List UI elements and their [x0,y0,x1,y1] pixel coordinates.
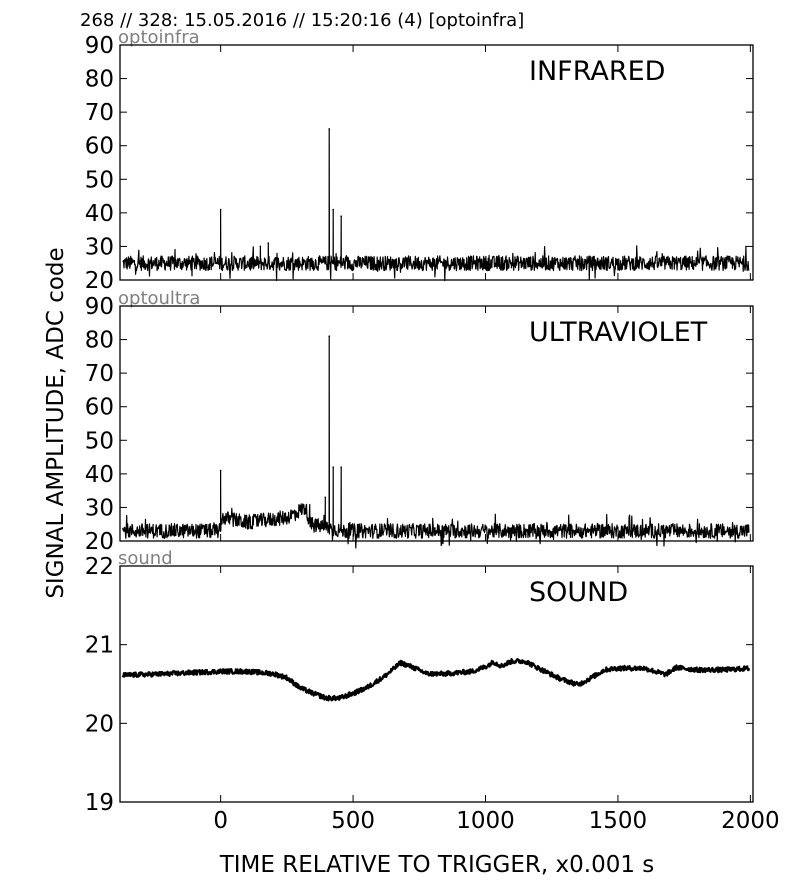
y-tick-label: 20 [85,268,114,294]
panel-optoinfra: optoinfra 20 30 40 50 60 70 80 90 INFRARED [85,27,754,294]
y-tick-label: 30 [85,495,114,521]
spike-peak-4 [340,466,342,468]
spike-peak-2 [267,242,270,244]
y-tick-label: 40 [85,462,114,488]
y-tick-label: 30 [85,234,114,260]
plot-frame [119,44,754,281]
spike-peak-5 [340,215,342,218]
panel-optoultra: optoultra 20 30 40 50 60 70 80 90 ULTRAVIOLET [85,288,754,555]
plot-frame [119,305,754,542]
y-tick-label: 22 [85,554,114,580]
y-tick-label: 50 [85,428,114,454]
y-tick-label: 60 [85,395,114,421]
y-tick-label: 70 [85,100,114,126]
y-tick-label: 20 [85,529,114,555]
x-tick-label: 500 [331,808,375,834]
channel-label: optoinfra [118,27,200,48]
y-tick-label: 40 [85,201,114,227]
spike-peak-1 [324,496,327,499]
x-tick-label: 1500 [589,808,648,834]
spike-peak-3 [328,128,331,130]
spike-peak-1 [259,245,262,248]
spike-peak-0 [219,469,222,472]
channel-label: optoultra [118,288,200,309]
x-tick-label: 0 [213,808,228,834]
series-line-sound [121,658,751,702]
y-tick-label: 19 [85,790,114,816]
figure-header: 268 // 328: 15.05.2016 // 15:20:16 (4) [… [80,10,524,31]
x-tick-label: 2000 [721,808,780,834]
y-tick-label: 60 [85,134,114,160]
y-tick-label: 90 [85,33,114,59]
x-axis-label: TIME RELATIVE TO TRIGGER, x0.001 s [219,852,655,878]
panel-title: INFRARED [529,56,665,87]
panel-title: ULTRAVIOLET [529,317,708,348]
series-line-optoultra [122,335,750,549]
y-tick-label: 80 [85,67,114,93]
series-line-optoinfra [122,128,750,282]
y-axis-label: SIGNAL AMPLITUDE, ADC code [43,247,69,598]
spike-peak-0 [219,208,222,211]
spike-peak-3 [332,466,335,468]
spike-peak-2 [328,335,331,338]
channel-label: sound [118,548,173,569]
y-tick-label: 90 [85,294,114,320]
spike-peak-4 [332,208,335,211]
y-tick-label: 21 [85,633,114,659]
panel-sound: sound 19 20 21 22 SOUND 0 500 1000 1500 2000 [85,548,780,834]
panel-title: SOUND [529,577,628,608]
y-tick-label: 20 [85,711,114,737]
plot-frame [119,565,754,803]
x-tick-label: 1000 [456,808,515,834]
y-tick-label: 80 [85,328,114,354]
y-tick-label: 50 [85,167,114,193]
y-tick-label: 70 [85,361,114,387]
